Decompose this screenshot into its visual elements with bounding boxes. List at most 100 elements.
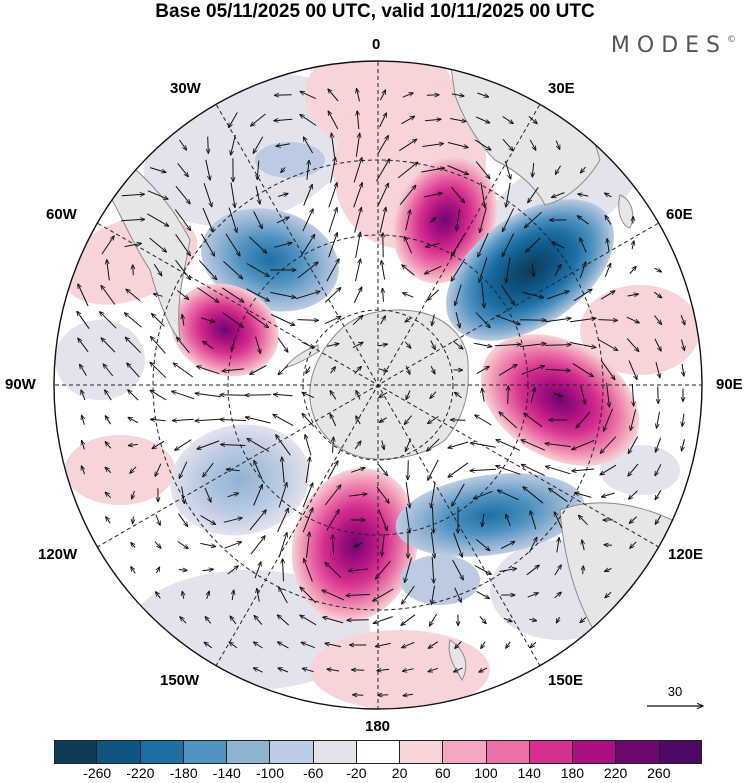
wind-arrow — [354, 207, 362, 233]
wind-arrow — [428, 416, 439, 424]
wind-arrow — [430, 391, 437, 399]
wind-arrow — [346, 594, 371, 595]
wind-arrow — [253, 136, 264, 154]
wind-arrow — [570, 318, 596, 323]
wind-arrow — [377, 136, 389, 155]
colorbar — [54, 740, 702, 764]
wind-arrow — [224, 542, 242, 549]
wind-arrow — [432, 585, 435, 605]
wind-arrow — [274, 119, 293, 121]
wind-arrow — [570, 342, 596, 348]
lon-label-90w: 90W — [5, 376, 36, 393]
wind-arrow — [254, 562, 261, 579]
wind-arrow — [80, 364, 87, 376]
wind-arrow — [497, 490, 519, 501]
wind-arrow — [355, 133, 359, 157]
wind-arrow — [431, 482, 436, 508]
wind-arrow — [580, 617, 587, 622]
wind-arrow — [107, 260, 110, 281]
wind-arrow — [397, 162, 418, 179]
wind-arrow — [426, 242, 441, 247]
wind-arrow — [279, 587, 288, 604]
wind-arrow — [474, 342, 492, 347]
wind-arrow — [324, 316, 341, 325]
wind-arrow — [455, 641, 462, 649]
wind-arrow — [204, 487, 211, 502]
colorbar-swatch — [486, 740, 530, 764]
wind-arrow — [502, 138, 513, 151]
wind-arrow — [629, 516, 638, 524]
wind-arrow — [232, 590, 234, 600]
wind-arrow — [375, 642, 391, 646]
map-boundary — [53, 60, 703, 710]
wind-arrow — [626, 338, 639, 352]
wind-arrow — [306, 532, 310, 558]
wind-arrow — [250, 365, 267, 375]
wind-arrow — [383, 288, 384, 302]
wind-arrow — [430, 365, 435, 374]
wind-arrow — [406, 390, 411, 400]
wind-arrow — [449, 118, 466, 122]
wind-arrow — [632, 241, 634, 250]
wind-arrow — [324, 288, 341, 303]
wind-arrow — [77, 311, 90, 329]
wind-arrow — [527, 593, 539, 598]
wind-arrow — [480, 182, 485, 207]
wind-arrow — [247, 311, 269, 327]
wind-arrow — [249, 510, 266, 531]
wind-arrow — [479, 257, 488, 283]
colorbar-tick-label: -180 — [169, 765, 198, 781]
wind-arrow — [101, 236, 114, 255]
wind-arrow — [653, 291, 661, 298]
wind-arrow — [503, 618, 512, 621]
wind-arrow — [205, 159, 210, 180]
wind-arrow — [573, 289, 592, 302]
wind-arrow — [404, 237, 413, 254]
wind-arrow — [200, 317, 215, 322]
wind-arrow — [154, 541, 161, 548]
wind-arrow — [475, 415, 492, 426]
wind-arrow — [121, 219, 144, 220]
wind-arrow — [401, 614, 416, 626]
wind-arrow — [151, 337, 166, 354]
wind-arrow — [295, 291, 320, 300]
colorbar-swatch — [616, 740, 660, 764]
wind-arrow — [202, 569, 214, 571]
wind-arrow — [128, 390, 139, 401]
wind-arrow — [405, 210, 411, 231]
wind-arrow — [405, 318, 412, 322]
wind-arrow — [575, 493, 592, 498]
wind-arrow — [604, 545, 613, 546]
wind-arrow — [330, 391, 337, 400]
wind-arrow — [174, 209, 190, 231]
wind-arrow — [453, 532, 463, 557]
wind-arrow — [600, 436, 617, 454]
colorbar-swatch — [573, 740, 617, 764]
wind-arrow — [379, 113, 387, 128]
wind-arrow — [132, 490, 135, 499]
wind-arrow — [452, 340, 463, 349]
wind-arrow — [202, 207, 213, 232]
wind-arrow — [430, 340, 435, 350]
wind-arrow — [628, 463, 639, 476]
wind-arrow — [155, 514, 160, 526]
wind-arrow — [195, 419, 222, 421]
wind-arrow — [545, 318, 571, 323]
wind-arrow — [328, 208, 337, 233]
wind-arrow — [150, 362, 167, 379]
wind-arrow — [479, 615, 486, 623]
wind-arrow — [175, 259, 191, 280]
wind-arrow — [274, 95, 292, 96]
wind-arrow — [580, 166, 586, 173]
wind-arrow — [350, 468, 365, 473]
wind-arrow — [302, 209, 313, 232]
wind-arrow — [182, 315, 184, 326]
wind-arrow — [425, 265, 442, 274]
wind-arrow — [429, 613, 438, 626]
wind-arrow — [278, 668, 289, 673]
wind-arrow — [254, 461, 263, 480]
wind-arrow — [278, 483, 287, 508]
wind-arrow — [349, 494, 367, 496]
wind-arrow — [545, 443, 571, 448]
wind-arrow — [353, 158, 362, 183]
